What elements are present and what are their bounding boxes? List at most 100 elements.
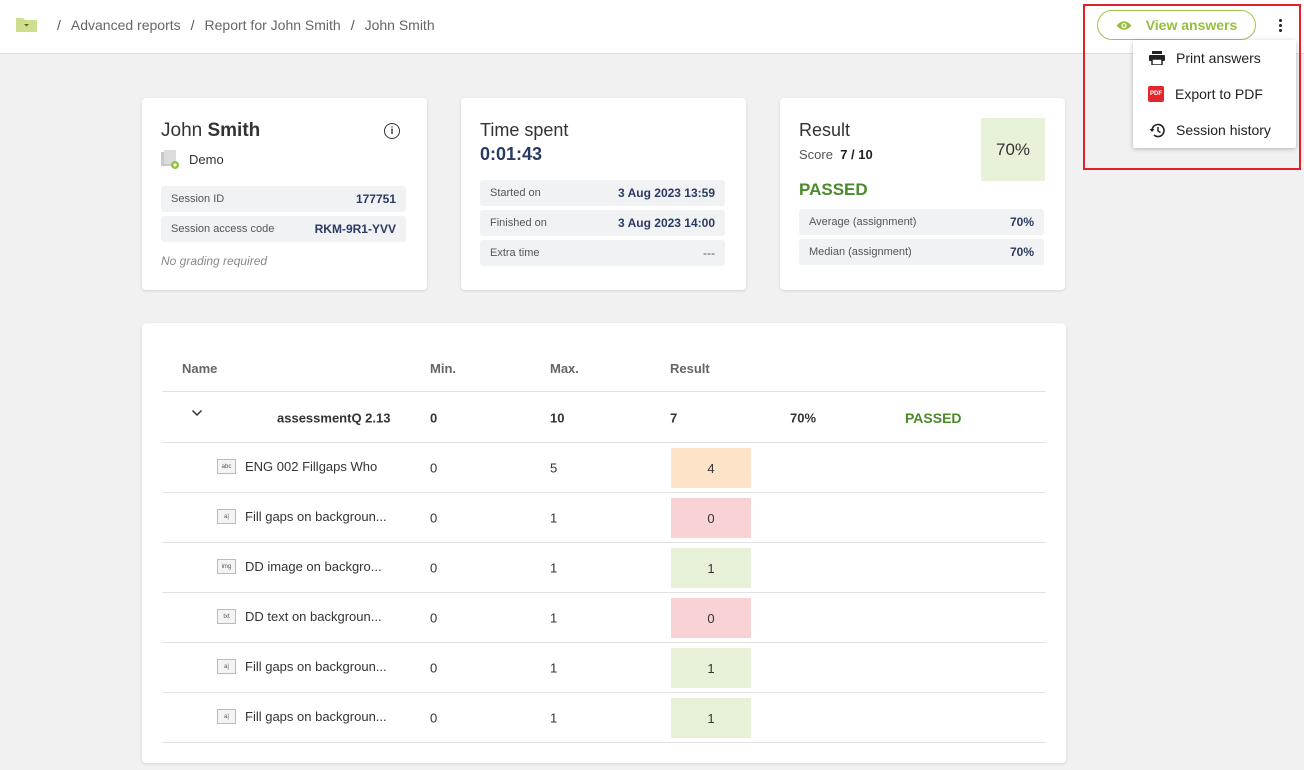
view-answers-label: View answers — [1145, 17, 1238, 33]
table-row[interactable]: a| Fill gaps on backgroun... 0 1 1 — [162, 643, 1046, 693]
access-code-value: RKM-9R1-YVV — [314, 222, 396, 236]
view-answers-button[interactable]: View answers — [1097, 10, 1256, 40]
pdf-icon: PDF — [1148, 86, 1164, 102]
summary-name: assessmentQ 2.13 — [277, 410, 391, 425]
table-row[interactable]: abc ENG 002 Fillgaps Who 0 5 4 — [162, 443, 1046, 493]
question-type-icon: abc — [217, 459, 236, 474]
table-row[interactable]: txt DD text on backgroun... 0 1 0 — [162, 593, 1046, 643]
column-header-min[interactable]: Min. — [430, 361, 456, 376]
row-name[interactable]: Fill gaps on backgroun... — [245, 509, 387, 524]
average-value: 70% — [1009, 215, 1034, 229]
started-label: Started on — [490, 187, 541, 199]
session-id-row: Session ID 177751 — [161, 186, 406, 212]
row-min: 0 — [430, 660, 438, 675]
table-summary-row: assessmentQ 2.13 0 10 7 70% PASSED — [162, 393, 1046, 443]
breadcrumb-separator: / — [190, 17, 195, 33]
score-label: Score — [799, 147, 833, 162]
breadcrumb-advanced-reports[interactable]: Advanced reports — [70, 17, 181, 33]
summary-status: PASSED — [905, 409, 962, 426]
question-type-icon: a| — [217, 659, 236, 674]
results-table: Name Min. Max. Result assessmentQ 2.13 0… — [142, 323, 1066, 763]
candidate-first-name: John — [161, 120, 203, 141]
row-name[interactable]: DD image on backgro... — [245, 559, 382, 574]
breadcrumb-separator: / — [57, 17, 61, 33]
options-menu: Print answers PDF Export to PDF Session … — [1133, 40, 1296, 148]
row-min: 0 — [430, 510, 438, 525]
more-options-icon[interactable] — [1272, 14, 1288, 36]
extra-time-row: Extra time --- — [480, 240, 725, 266]
column-header-name[interactable]: Name — [182, 361, 218, 376]
finished-label: Finished on — [490, 217, 547, 229]
eye-icon — [1116, 20, 1132, 30]
row-name[interactable]: DD text on backgroun... — [245, 609, 382, 624]
menu-item-session-history[interactable]: Session history — [1133, 112, 1296, 148]
printer-icon — [1148, 50, 1165, 67]
row-result: 1 — [671, 648, 751, 688]
row-max: 1 — [550, 710, 558, 725]
column-header-max[interactable]: Max. — [550, 361, 579, 376]
top-bar: / Advanced reports / Report for John Smi… — [0, 0, 1304, 54]
finished-value: 3 Aug 2023 14:00 — [618, 216, 715, 230]
summary-result: 7 — [670, 410, 678, 425]
history-icon — [1148, 122, 1165, 139]
breadcrumb-report[interactable]: Report for John Smith — [204, 17, 341, 33]
row-result: 4 — [671, 448, 751, 488]
header-divider — [162, 391, 1046, 392]
candidate-name: John Smith — [161, 120, 260, 142]
access-code-label: Session access code — [171, 223, 275, 235]
median-value: 70% — [1009, 245, 1034, 259]
row-name[interactable]: ENG 002 Fillgaps Who — [245, 459, 378, 474]
menu-item-export-pdf[interactable]: PDF Export to PDF — [1133, 76, 1296, 112]
table-row[interactable]: a| Fill gaps on backgroun... 0 1 0 — [162, 493, 1046, 543]
row-min: 0 — [430, 610, 438, 625]
row-max: 5 — [550, 460, 558, 475]
extra-time-label: Extra time — [490, 247, 540, 259]
extra-time-value: --- — [703, 246, 715, 260]
pdf-icon-text: PDF — [1150, 91, 1162, 97]
menu-item-label: Export to PDF — [1175, 86, 1263, 102]
candidate-card: John Smith i Demo Session ID 177751 Sess… — [142, 98, 427, 290]
breadcrumb: / Advanced reports / Report for John Smi… — [57, 17, 435, 33]
breadcrumb-current: John Smith — [364, 17, 435, 33]
result-percent: 70% — [981, 118, 1045, 181]
session-id-label: Session ID — [171, 193, 225, 205]
question-type-icon: txt — [217, 609, 236, 624]
started-row: Started on 3 Aug 2023 13:59 — [480, 180, 725, 206]
question-type-icon: a| — [217, 709, 236, 724]
row-min: 0 — [430, 560, 438, 575]
chevron-down-icon[interactable] — [191, 407, 203, 419]
row-max: 1 — [550, 560, 558, 575]
started-value: 3 Aug 2023 13:59 — [618, 186, 715, 200]
result-title: Result — [799, 120, 851, 140]
score-value: 7 / 10 — [840, 147, 873, 162]
info-icon[interactable]: i — [384, 123, 400, 139]
column-header-result[interactable]: Result — [670, 361, 710, 376]
result-status: PASSED — [799, 180, 868, 199]
group-icon — [161, 150, 179, 169]
row-name[interactable]: Fill gaps on backgroun... — [245, 659, 387, 674]
row-max: 1 — [550, 510, 558, 525]
grading-note: No grading required — [161, 254, 268, 268]
candidate-group: Demo — [161, 150, 224, 169]
row-min: 0 — [430, 460, 438, 475]
session-id-value: 177751 — [355, 192, 396, 206]
breadcrumb-separator: / — [350, 17, 355, 33]
row-min: 0 — [430, 710, 438, 725]
table-row[interactable]: a| Fill gaps on backgroun... 0 1 1 — [162, 693, 1046, 743]
time-card: Time spent 0:01:43 Started on 3 Aug 2023… — [461, 98, 746, 290]
question-type-icon: a| — [217, 509, 236, 524]
row-result: 0 — [671, 598, 751, 638]
average-label: Average (assignment) — [809, 216, 917, 228]
row-result: 1 — [671, 548, 751, 588]
row-max: 1 — [550, 610, 558, 625]
median-label: Median (assignment) — [809, 246, 912, 258]
row-max: 1 — [550, 660, 558, 675]
menu-item-print-answers[interactable]: Print answers — [1133, 40, 1296, 76]
folder-icon[interactable] — [15, 16, 38, 33]
menu-item-label: Session history — [1176, 122, 1271, 138]
row-result: 0 — [671, 498, 751, 538]
menu-item-label: Print answers — [1176, 50, 1261, 66]
finished-row: Finished on 3 Aug 2023 14:00 — [480, 210, 725, 236]
row-name[interactable]: Fill gaps on backgroun... — [245, 709, 387, 724]
table-row[interactable]: img DD image on backgro... 0 1 1 — [162, 543, 1046, 593]
